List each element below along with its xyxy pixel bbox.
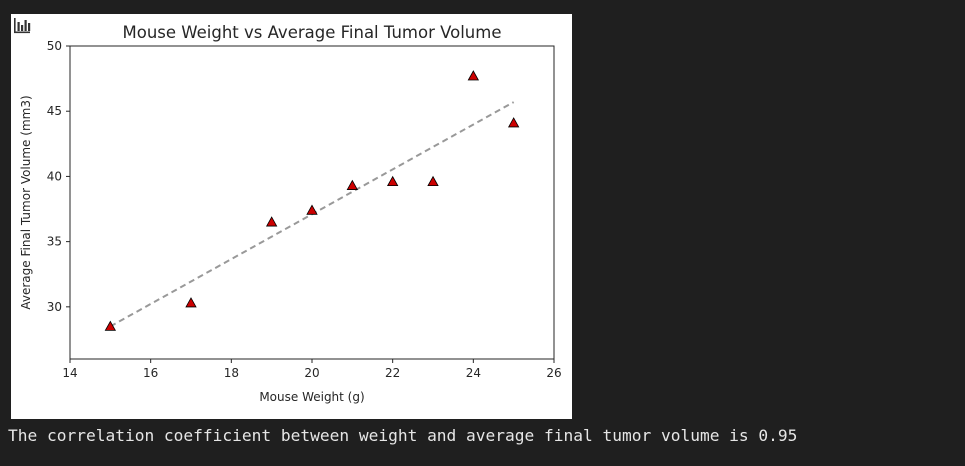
data-point (185, 297, 197, 308)
y-tick-label: 30 (47, 300, 62, 314)
data-point (427, 175, 439, 187)
data-point (386, 175, 399, 187)
y-tick-label: 45 (47, 104, 62, 118)
x-tick-label: 16 (143, 366, 158, 380)
data-point (346, 179, 359, 190)
x-tick-label: 26 (546, 366, 561, 380)
chart-title: Mouse Weight vs Average Final Tumor Volu… (123, 23, 502, 42)
data-point (467, 70, 480, 81)
y-tick-label: 40 (47, 169, 62, 183)
y-tick-label: 50 (47, 39, 62, 53)
data-point (265, 216, 278, 227)
plot-panel: Mouse Weight vs Average Final Tumor Volu… (11, 14, 572, 419)
x-tick-label: 14 (62, 366, 77, 380)
plot-frame (69, 45, 555, 360)
bar-chart-icon[interactable] (13, 16, 33, 36)
x-tick-label: 20 (304, 366, 319, 380)
x-axis-label: Mouse Weight (g) (259, 390, 364, 404)
x-tick-label: 22 (385, 366, 400, 380)
data-point (306, 204, 318, 215)
data-point (507, 117, 520, 128)
y-axis-label: Average Final Tumor Volume (mm3) (19, 95, 33, 309)
y-tick-label: 35 (47, 235, 62, 249)
scatter-chart: Mouse Weight vs Average Final Tumor Volu… (19, 23, 562, 404)
x-tick-label: 18 (224, 366, 239, 380)
x-tick-label: 24 (466, 366, 481, 380)
data-point (104, 320, 117, 331)
stdout-text: The correlation coefficient between weig… (8, 426, 798, 445)
